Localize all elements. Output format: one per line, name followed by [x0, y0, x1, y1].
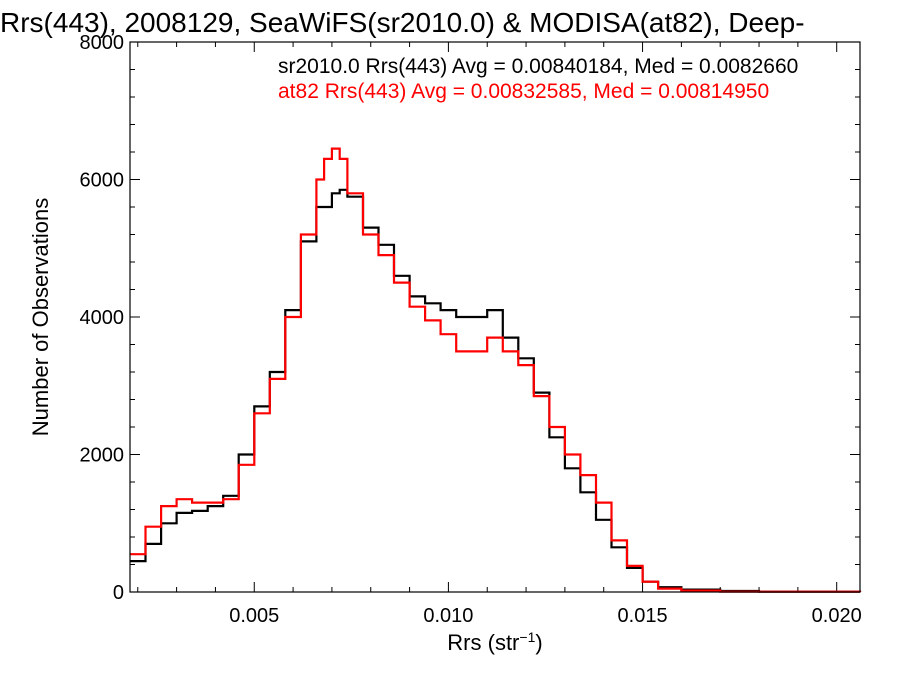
series-line-1 [130, 147, 862, 593]
x-axis-label-main: Rrs (str [447, 630, 519, 655]
chart-title: Rrs(443), 2008129, SeaWiFS(sr2010.0) & M… [0, 7, 805, 38]
x-axis-label-tail: ) [535, 630, 542, 655]
x-axis-ticks: 0.005 0.010 0.015 0.020 [137, 42, 862, 627]
y-tick-label: 4000 [80, 307, 125, 329]
x-tick-label: 0.020 [812, 605, 862, 627]
x-tick-label: 0.010 [423, 605, 473, 627]
x-tick-label: 0.015 [618, 605, 668, 627]
y-tick-label: 2000 [80, 445, 125, 467]
x-tick-label: 0.005 [229, 605, 279, 627]
y-tick-label: 0 [113, 582, 124, 604]
series-line-0 [130, 188, 862, 593]
x-axis-label-exponent: −1 [519, 629, 535, 645]
y-axis-ticks: 0 2000 4000 6000 8000 [80, 32, 860, 604]
x-axis-label: Rrs (str−1) [447, 629, 542, 655]
plot-frame [129, 41, 861, 593]
y-axis-label: Number of Observations [28, 198, 53, 436]
y-tick-label: 6000 [80, 170, 125, 192]
series-group [130, 147, 862, 593]
annotation-red: at82 Rrs(443) Avg = 0.00832585, Med = 0.… [278, 80, 769, 103]
annotation-black: sr2010.0 Rrs(443) Avg = 0.00840184, Med … [278, 55, 798, 78]
y-tick-label: 8000 [80, 32, 125, 54]
